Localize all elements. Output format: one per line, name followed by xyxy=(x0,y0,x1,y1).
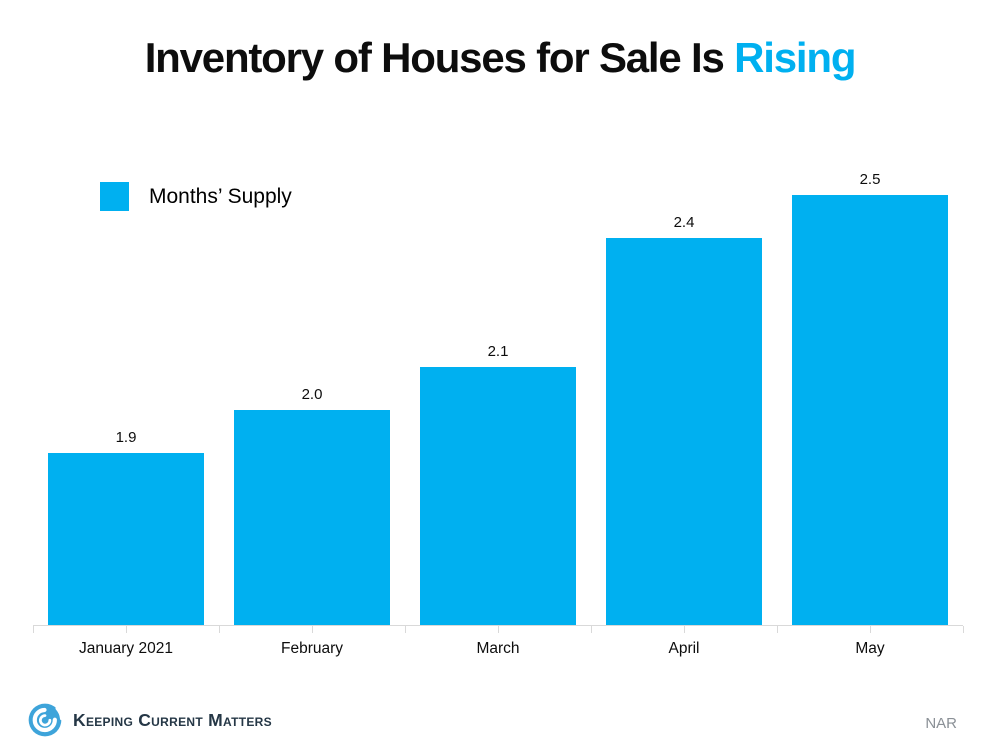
axis-tick xyxy=(684,626,685,633)
chart-title: Inventory of Houses for Sale Is Rising xyxy=(0,34,1000,82)
kcm-swirl-icon xyxy=(28,703,64,737)
bar xyxy=(234,410,390,625)
bar xyxy=(48,453,204,625)
x-axis-line xyxy=(33,625,963,626)
axis-tick xyxy=(312,626,313,633)
bar xyxy=(420,367,576,625)
bar-value-label: 2.5 xyxy=(859,171,881,188)
axis-tick xyxy=(591,626,592,633)
axis-tick xyxy=(33,626,34,633)
bar-slot: 2.4 xyxy=(591,152,777,625)
brand-name: Keeping Current Matters xyxy=(73,709,272,730)
axis-tick xyxy=(498,626,499,633)
axis-tick xyxy=(963,626,964,633)
axis-tick xyxy=(219,626,220,633)
category-label: May xyxy=(855,640,885,657)
category-label: February xyxy=(280,640,344,657)
bar-value-label: 2.4 xyxy=(673,214,695,231)
axis-tick xyxy=(126,626,127,633)
bar-slot: 2.5 xyxy=(777,152,963,625)
category-labels: January 2021 February March April May xyxy=(33,640,963,658)
bar-value-label: 1.9 xyxy=(115,429,137,446)
bar xyxy=(606,238,762,625)
bar-slot: 2.1 xyxy=(405,152,591,625)
bar xyxy=(792,195,948,625)
axis-tick xyxy=(777,626,778,633)
brand-logo: Keeping Current Matters xyxy=(26,701,272,739)
plot-area: 1.9 2.0 2.1 2.4 2.5 xyxy=(33,152,963,625)
legend-label: Months’ Supply xyxy=(149,185,292,208)
legend-swatch xyxy=(100,182,129,211)
category-label: January 2021 xyxy=(79,640,173,657)
category-label: March xyxy=(476,640,520,657)
bar-slot: 1.9 xyxy=(33,152,219,625)
axis-tick xyxy=(405,626,406,633)
source-label: NAR xyxy=(925,715,957,732)
axis-tick xyxy=(870,626,871,633)
bar-value-label: 2.1 xyxy=(487,343,509,360)
chart-title-accent: Rising xyxy=(734,34,856,81)
legend: Months’ Supply xyxy=(100,182,292,211)
bar-value-label: 2.0 xyxy=(301,386,323,403)
chart-title-black: Inventory of Houses for Sale Is xyxy=(144,34,735,81)
category-label: April xyxy=(668,640,700,657)
bar-slot: 2.0 xyxy=(219,152,405,625)
